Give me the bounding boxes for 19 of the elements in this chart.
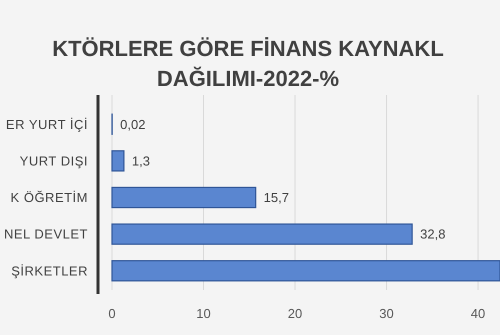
x-tick-label: 0: [108, 306, 116, 321]
chart-title: KTÖRLERE GÖRE FİNANS KAYNAKL DAĞILIMI-2022-%: [52, 36, 444, 91]
data-label: 32,8: [420, 226, 446, 242]
data-label: 1,3: [132, 153, 150, 168]
x-tick-label: 30: [379, 306, 394, 321]
x-tick-label: 20: [288, 306, 302, 321]
bar: [111, 186, 256, 208]
data-label: 0,02: [120, 116, 146, 132]
y-tick-label: ŞİRKETLER: [11, 263, 88, 278]
bar: [111, 260, 500, 282]
x-tick-label: 10: [196, 306, 211, 321]
y-tick-label: NEL DEVLET: [4, 226, 88, 242]
bar: [111, 223, 413, 245]
y-tick-label: K ÖĞRETİM: [10, 190, 88, 206]
y-tick-label: YURT DIŞI: [20, 153, 88, 168]
bar: [111, 150, 124, 172]
x-tick-label: 40: [470, 306, 486, 321]
data-label: 15,7: [264, 190, 289, 206]
y-tick-label: ER YURT İÇİ: [6, 116, 88, 132]
